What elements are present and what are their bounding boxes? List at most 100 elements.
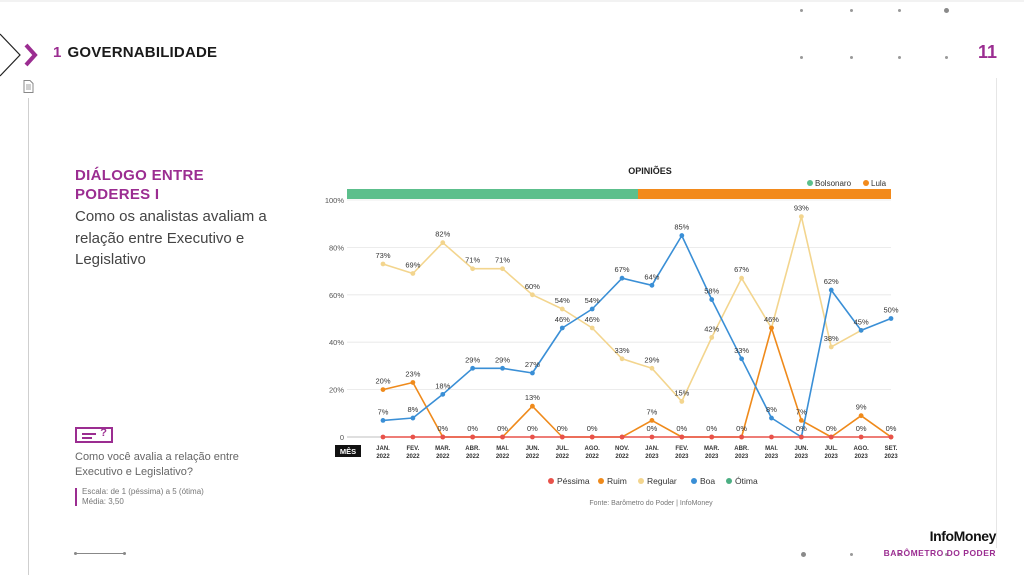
x-tick-year: 2022 [466, 454, 480, 460]
top-rule [0, 0, 1024, 2]
data-point-pessima [559, 434, 565, 440]
data-label: 0% [796, 424, 807, 433]
data-label: 0% [736, 424, 747, 433]
decor-dot [800, 9, 803, 12]
data-point-ruim [500, 434, 505, 440]
x-tick-month: JAN. [376, 446, 390, 452]
data-label: 0% [437, 424, 448, 433]
x-tick-year: 2022 [615, 454, 629, 460]
scale-mean: Média: 3,50 [82, 497, 124, 506]
data-point-ruim [858, 413, 864, 419]
data-label: 73% [375, 251, 390, 260]
data-point-regular [709, 335, 715, 340]
data-label: 18% [435, 381, 450, 390]
data-point-pessima [798, 434, 804, 440]
page-number: 11 [977, 42, 997, 62]
legend-label-boa: Boa [700, 476, 715, 486]
title-line: DIÁLOGO ENTRE [75, 167, 204, 184]
legend-label-bolsonaro: Bolsonaro [815, 179, 852, 188]
data-label: 46% [764, 315, 779, 324]
x-tick-year: 2023 [854, 454, 868, 460]
y-tick-label: 0 [340, 433, 344, 442]
data-point-ruim [769, 325, 774, 331]
x-tick-month: MAR. [435, 446, 451, 452]
data-label: 29% [644, 355, 659, 364]
data-label: 60% [525, 282, 540, 291]
y-tick-label: 20% [329, 386, 344, 395]
data-label: 42% [704, 324, 719, 333]
data-point-boa [380, 418, 386, 423]
data-point-pessima [410, 434, 416, 440]
data-label: 0% [467, 424, 478, 433]
x-tick-year: 2023 [645, 454, 659, 460]
x-tick-year: 2022 [376, 454, 390, 460]
data-point-boa [769, 415, 774, 421]
scale-marker [75, 488, 77, 506]
data-label: 23% [405, 369, 420, 378]
decor-dot [850, 553, 853, 556]
data-label: 67% [734, 265, 749, 274]
data-point-regular [440, 240, 446, 246]
decor-dot [850, 9, 853, 12]
decor-dot [898, 553, 901, 556]
data-point-boa [440, 391, 446, 397]
data-point-boa [858, 327, 864, 333]
data-point-boa [828, 287, 834, 293]
series-line-ruim [382, 327, 892, 438]
data-point-pessima [500, 434, 505, 440]
data-point-regular [798, 214, 804, 219]
x-tick-month: AGO. [585, 446, 601, 452]
data-point-regular [500, 266, 505, 272]
data-point-ruim [559, 434, 565, 440]
data-point-ruim [888, 434, 894, 440]
data-point-boa [619, 275, 625, 281]
data-label: 0% [587, 424, 598, 433]
x-tick-month: JUN. [526, 446, 540, 452]
x-tick-year: 2023 [765, 454, 779, 460]
series-line-regular [382, 215, 862, 403]
data-point-boa [530, 370, 535, 376]
data-point-boa [709, 297, 715, 302]
x-tick-month: ABR. [734, 446, 749, 452]
data-label: 33% [734, 346, 749, 355]
data-point-pessima [589, 434, 595, 440]
x-tick-month: NOV. [615, 446, 629, 452]
data-label: 45% [854, 317, 869, 326]
scale-info: Escala: de 1 (péssima) a 5 (ótima) Média… [75, 487, 204, 507]
data-label: 0% [527, 424, 538, 433]
page-subtitle: Como os analistas avaliam a relação entr… [75, 208, 267, 268]
series-line-boa [382, 234, 892, 438]
legend-label-ruim: Ruim [607, 476, 627, 486]
data-point-boa [589, 306, 595, 312]
y-tick-label: 60% [329, 291, 344, 300]
x-tick-month: FEV. [406, 446, 419, 452]
data-point-ruim [530, 403, 535, 409]
document-icon[interactable] [23, 80, 34, 93]
data-point-ruim [589, 434, 595, 440]
x-tick-year: 2022 [556, 454, 570, 460]
scale-range: Escala: de 1 (péssima) a 5 (ótima) [82, 487, 204, 496]
data-label: 93% [794, 204, 809, 213]
data-point-boa [649, 282, 655, 288]
data-point-ruim [828, 434, 834, 440]
x-tick-year: 2022 [496, 454, 510, 460]
data-label: 0% [647, 424, 658, 433]
data-label: 85% [674, 223, 689, 232]
section-title: GOVERNABILIDADE [67, 44, 218, 61]
data-point-pessima [739, 434, 744, 440]
data-point-boa [500, 365, 505, 371]
decor-dot [944, 8, 949, 13]
data-label: 20% [375, 377, 390, 386]
legend-marker-otima [726, 478, 732, 484]
page-title: DIÁLOGO ENTRE PODERES I [75, 166, 204, 204]
legend-label-regular: Regular [647, 476, 677, 486]
x-tick-month: MAR. [704, 446, 720, 452]
data-point-boa [470, 365, 476, 371]
x-tick-month: JUL. [825, 446, 838, 452]
data-point-pessima [888, 434, 894, 440]
data-label: 7% [647, 407, 658, 416]
data-label: 0% [826, 424, 837, 433]
legend-marker-regular [638, 478, 644, 484]
data-point-boa [798, 434, 804, 440]
data-label: 7% [796, 407, 807, 416]
